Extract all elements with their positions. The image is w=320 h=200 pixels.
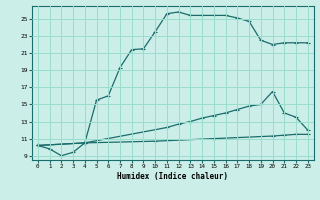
X-axis label: Humidex (Indice chaleur): Humidex (Indice chaleur) — [117, 172, 228, 181]
